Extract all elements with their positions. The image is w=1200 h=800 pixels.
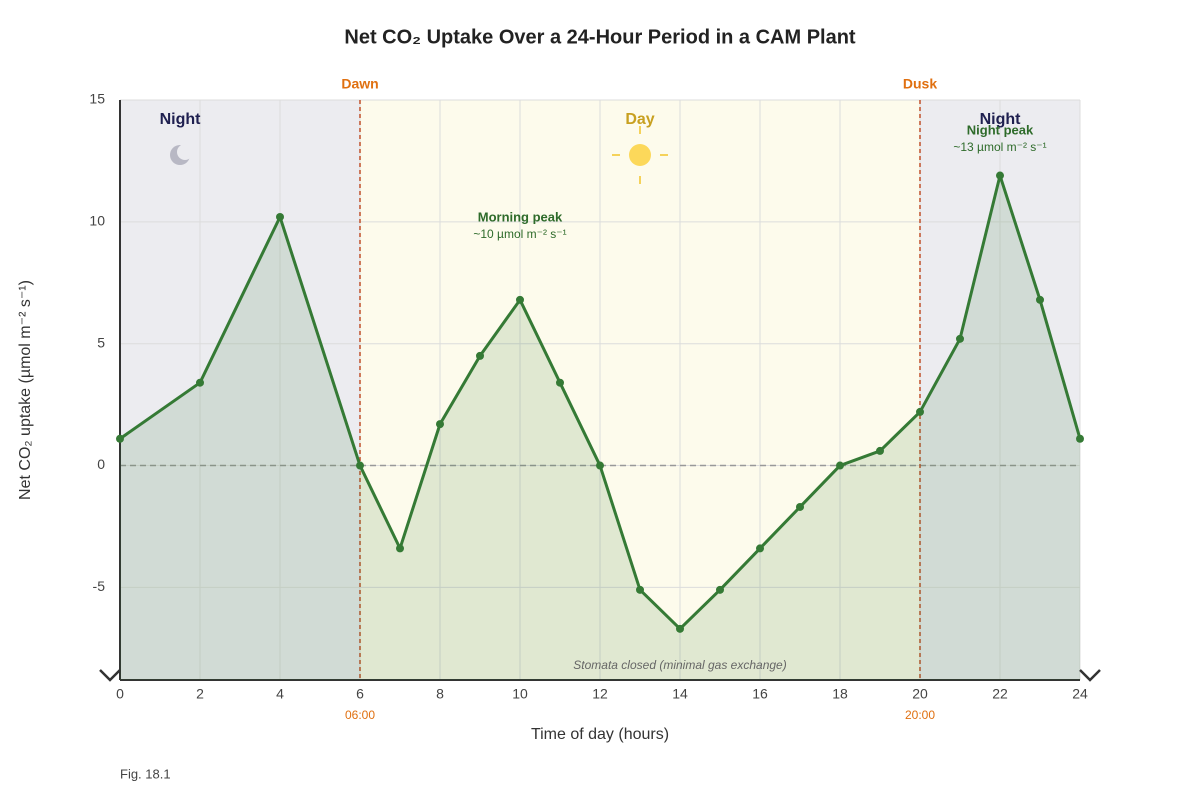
x-tick-label: 2 bbox=[196, 686, 204, 702]
x-tick-label: 20 bbox=[912, 686, 928, 702]
x-tick-label: 22 bbox=[992, 686, 1008, 702]
y-tick-label: 10 bbox=[89, 213, 105, 229]
data-point bbox=[476, 351, 484, 360]
data-point bbox=[356, 461, 364, 470]
x-tick-label: 12 bbox=[592, 686, 608, 702]
data-point bbox=[196, 378, 204, 387]
data-point bbox=[676, 624, 684, 633]
transition-time: 06:00 bbox=[345, 708, 375, 722]
data-point bbox=[636, 585, 644, 594]
x-tick-label: 10 bbox=[512, 686, 528, 702]
data-point bbox=[596, 461, 604, 470]
data-point bbox=[276, 212, 284, 221]
grid-layer bbox=[119, 99, 1081, 680]
x-tick-label: 6 bbox=[356, 686, 364, 702]
region-label: Night bbox=[160, 111, 202, 128]
data-point bbox=[756, 544, 764, 553]
x-tick-label: 14 bbox=[672, 686, 688, 702]
chart-title: Net CO₂ Uptake Over a 24-Hour Period in … bbox=[344, 26, 856, 48]
data-point bbox=[396, 544, 404, 553]
annotation-title: Morning peak bbox=[478, 209, 563, 224]
line bbox=[119, 174, 1082, 631]
axis-break bbox=[99, 669, 1101, 682]
data-point bbox=[1036, 295, 1044, 304]
x-tick-label: 4 bbox=[276, 686, 284, 702]
y-axis-label: Net CO₂ uptake (µmol m⁻² s⁻¹) bbox=[17, 280, 34, 500]
figure-label: Fig. 18.1 bbox=[120, 766, 171, 781]
y-tick-label: 0 bbox=[97, 456, 105, 472]
x-tick-label: 24 bbox=[1072, 686, 1088, 702]
sun-icon bbox=[612, 126, 668, 184]
annotation-detail: ~10 µmol m⁻² s⁻¹ bbox=[473, 227, 566, 241]
region-label: Night bbox=[980, 111, 1022, 128]
data-point bbox=[916, 407, 924, 416]
data-point bbox=[116, 434, 124, 443]
transition-time: 20:00 bbox=[905, 708, 935, 722]
data-point bbox=[1076, 434, 1084, 443]
night-region bbox=[120, 100, 360, 680]
data-point bbox=[716, 585, 724, 594]
data-point bbox=[876, 446, 884, 455]
data-point bbox=[516, 295, 524, 304]
y-tick-label: 15 bbox=[89, 91, 105, 107]
annotation-detail: ~13 µmol m⁻² s⁻¹ bbox=[953, 140, 1046, 154]
region-label: Day bbox=[625, 111, 654, 128]
data-point bbox=[796, 502, 804, 511]
data-point bbox=[956, 334, 964, 343]
x-tick-label: 16 bbox=[752, 686, 768, 702]
day-region bbox=[360, 100, 920, 680]
data-point bbox=[556, 378, 564, 387]
y-tick-label: 5 bbox=[97, 334, 105, 350]
data-point bbox=[996, 171, 1004, 180]
x-tick-label: 8 bbox=[436, 686, 444, 702]
y-tick-label: -5 bbox=[93, 578, 106, 594]
data-point bbox=[436, 420, 444, 429]
background-layer bbox=[120, 100, 1080, 680]
transition-label: Dawn bbox=[341, 76, 378, 92]
moon-icon bbox=[170, 144, 193, 165]
data-point bbox=[836, 461, 844, 470]
annotation-note: Stomata closed (minimal gas exchange) bbox=[573, 658, 786, 672]
area bbox=[120, 175, 1080, 681]
x-tick-label: 18 bbox=[832, 686, 848, 702]
x-tick-label: 0 bbox=[116, 686, 124, 702]
x-axis-label: Time of day (hours) bbox=[531, 726, 669, 743]
transition-label: Dusk bbox=[903, 76, 937, 92]
annotation-title: Night peak bbox=[967, 122, 1034, 137]
